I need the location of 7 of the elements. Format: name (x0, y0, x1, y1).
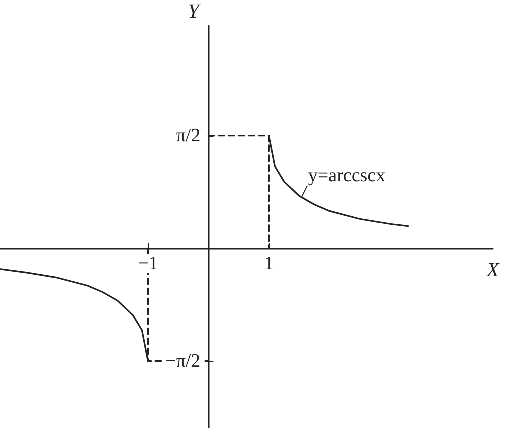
y-axis-title: Y (188, 1, 202, 23)
x-tick-label: 1 (264, 254, 274, 275)
y-tick-label: −π/2 (166, 350, 201, 372)
x-axis-title: X (486, 260, 500, 282)
y-tick-label: π/2 (176, 125, 201, 146)
x-tick-label: −1 (138, 254, 158, 275)
annotation: y=arccscx (308, 166, 386, 187)
